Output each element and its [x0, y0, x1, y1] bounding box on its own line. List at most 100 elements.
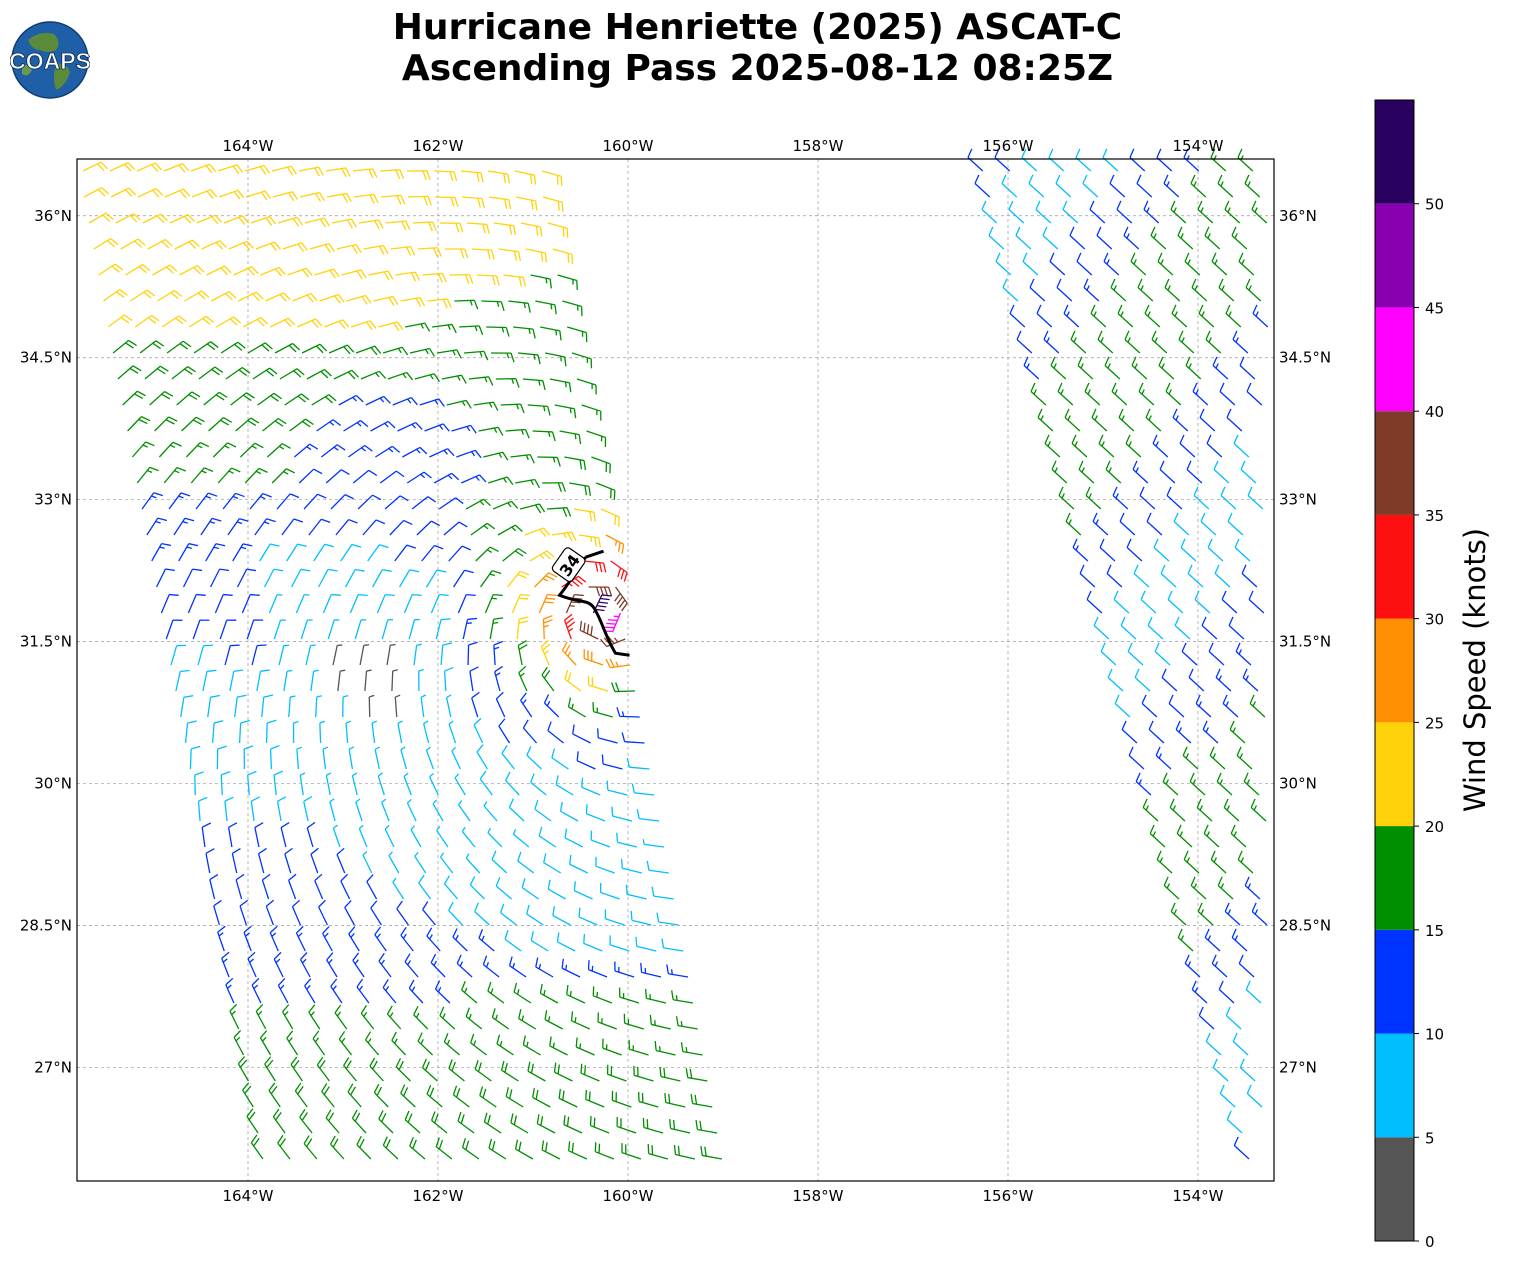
- wind-barb: [381, 619, 394, 640]
- wind-barb: [1106, 564, 1123, 588]
- wind-barb: [549, 378, 572, 393]
- wind-barb: [521, 878, 539, 900]
- wind-barb: [1235, 642, 1252, 666]
- wind-barb: [291, 899, 302, 926]
- wind-barb: [1099, 538, 1116, 562]
- colorbar-tick-label: 15: [1425, 922, 1444, 940]
- wind-barb: [456, 954, 473, 978]
- wind-barb: [310, 847, 319, 874]
- wind-barb: [461, 981, 478, 1004]
- wind-barb: [220, 341, 246, 354]
- wind-barb: [1179, 434, 1196, 458]
- wind-barb: [1069, 226, 1086, 250]
- wind-barb: [362, 519, 386, 536]
- wind-barb: [379, 169, 405, 180]
- wind-barb: [572, 724, 591, 744]
- wind-barb: [454, 299, 479, 310]
- wind-barb: [1036, 304, 1053, 328]
- wind-barb: [1030, 382, 1047, 406]
- wind-barb: [498, 248, 522, 262]
- wind-barb: [575, 1037, 595, 1056]
- wind-barb: [1205, 1032, 1222, 1056]
- wind-barb: [131, 441, 155, 458]
- wind-barb: [1208, 642, 1225, 666]
- wind-barb: [327, 619, 340, 640]
- wind-barb: [597, 728, 618, 744]
- wind-barb: [1022, 252, 1039, 276]
- wind-barb: [443, 521, 468, 536]
- wind-barb: [284, 393, 310, 406]
- wind-barb: [283, 669, 293, 692]
- wind-barb: [257, 847, 267, 874]
- wind-barb: [169, 214, 196, 224]
- wind-barb: [541, 170, 563, 186]
- wind-barb: [1243, 772, 1260, 796]
- wind-barb: [158, 441, 182, 458]
- wind-barb: [552, 906, 571, 926]
- wind-barb: [265, 719, 277, 744]
- wind-barb: [554, 404, 577, 419]
- wind-barb: [473, 717, 484, 744]
- wind-barb: [1191, 980, 1208, 1004]
- colorbar-tick-label: 35: [1425, 507, 1444, 525]
- wind-barb: [1143, 200, 1160, 224]
- wind-barb: [317, 568, 338, 588]
- wind-barb: [669, 1118, 691, 1134]
- wind-barb: [413, 643, 422, 666]
- wind-barb: [1121, 720, 1138, 744]
- wind-barb: [290, 1056, 303, 1082]
- wind-barb: [378, 321, 404, 332]
- wind-barb: [1065, 512, 1082, 536]
- wind-barb: [330, 494, 354, 510]
- wind-barb: [630, 910, 652, 926]
- wind-barb: [426, 569, 447, 588]
- wind-barb: [1209, 746, 1226, 770]
- wind-barb: [505, 1087, 524, 1108]
- wind-barb: [88, 212, 114, 224]
- wind-barb: [474, 1060, 492, 1082]
- wind-barb: [342, 694, 349, 718]
- wind-barb: [541, 1140, 561, 1160]
- wind-barb: [1070, 330, 1087, 354]
- wind-barb: [346, 294, 372, 305]
- wind-barb: [247, 770, 257, 796]
- wind-barb: [178, 543, 199, 562]
- wind-barb: [329, 798, 336, 822]
- wind-barb: [194, 771, 204, 796]
- wind-barb: [1241, 564, 1258, 588]
- wind-barb: [224, 796, 234, 822]
- wind-barb: [695, 1119, 718, 1134]
- wind-barb: [218, 189, 245, 200]
- wind-barb: [330, 978, 343, 1004]
- wind-barb: [1178, 330, 1195, 354]
- wind-barb: [259, 1030, 272, 1056]
- wind-barb: [1111, 382, 1128, 406]
- wind-barb: [316, 1056, 330, 1082]
- wind-barb: [461, 1138, 480, 1160]
- wind-barb: [576, 378, 597, 395]
- wind-barb: [614, 586, 628, 612]
- wind-barb: [449, 274, 474, 284]
- wind-barb: [1151, 330, 1168, 354]
- wind-barb: [200, 517, 222, 536]
- wind-barb: [557, 274, 578, 290]
- wind-barb: [620, 858, 642, 874]
- wind-barb: [1133, 564, 1150, 588]
- wind-barb: [405, 322, 431, 332]
- wind-barb: [1163, 174, 1180, 198]
- wind-barb: [296, 746, 302, 770]
- wind-barb: [517, 640, 528, 666]
- wind-barb: [433, 472, 460, 484]
- wind-barb: [1171, 304, 1188, 328]
- colorbar-bins: [1374, 99, 1415, 1242]
- wind-barb: [1182, 746, 1199, 770]
- wind-barb: [549, 1036, 568, 1056]
- wind-barb: [1076, 252, 1093, 276]
- wind-barb: [352, 168, 378, 179]
- wind-barb: [586, 430, 607, 447]
- wind-barb: [675, 1016, 698, 1030]
- wind-barb: [1184, 954, 1201, 978]
- wind-barb: [451, 746, 461, 770]
- wind-barb: [1109, 174, 1126, 198]
